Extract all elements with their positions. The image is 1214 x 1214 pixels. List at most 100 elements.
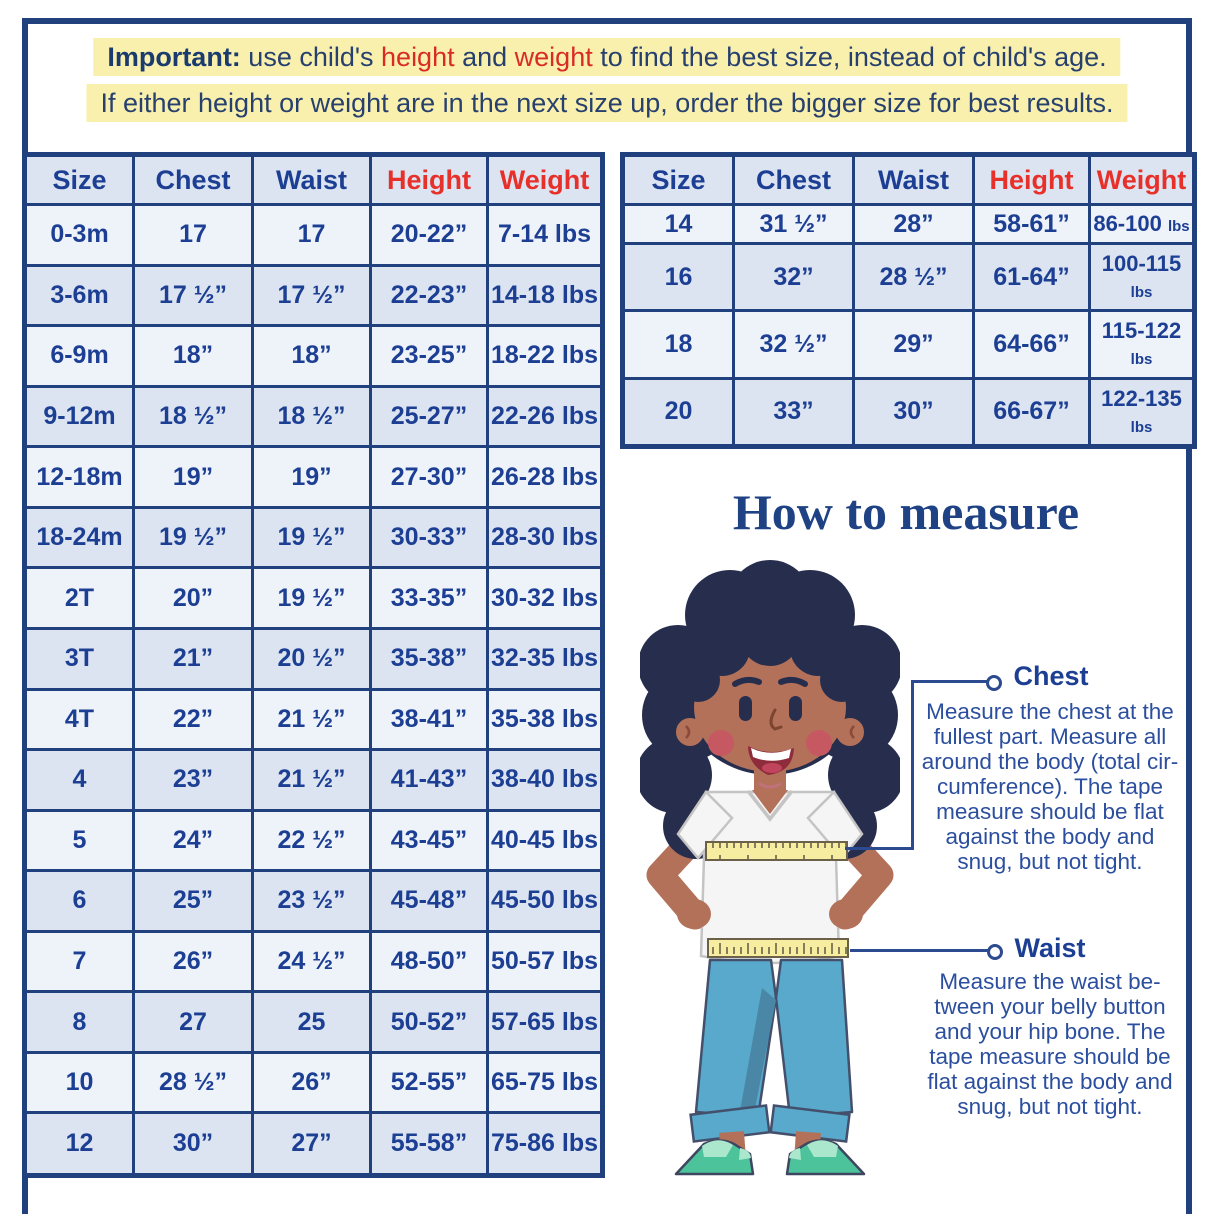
chest-cell: 28 ½” <box>132 1050 254 1115</box>
chest-cell: 30” <box>132 1111 254 1177</box>
weight-cell: 115-122 lbs <box>1088 309 1196 380</box>
height-cell: 33-35” <box>369 566 489 630</box>
chest-cell: 24” <box>132 808 254 873</box>
size-cell: 3-6m <box>23 263 135 328</box>
waist-cell: 21 ½” <box>251 687 372 752</box>
header-row: Size Chest Waist Height Weight <box>621 153 1196 206</box>
chest-cell: 31 ½” <box>732 202 855 246</box>
column-header-size: Size <box>621 153 735 206</box>
left-shoe <box>674 1139 755 1176</box>
weight-cell: 122-135 lbs <box>1088 376 1196 449</box>
chest-connector-line <box>845 847 913 850</box>
waist-cell: 17 <box>251 203 372 267</box>
chest-cell: 33” <box>732 376 855 449</box>
chest-cell: 21” <box>132 626 254 691</box>
size-cell: 0-3m <box>23 203 135 267</box>
size-row: 6-9m 18” 18” 23-25” 18-22 lbs <box>23 324 604 388</box>
height-cell: 52-55” <box>369 1050 489 1115</box>
size-cell: 9-12m <box>23 384 135 449</box>
size-cell: 20 <box>621 376 735 449</box>
waist-cell: 24 ½” <box>251 929 372 994</box>
chest-connector-line <box>911 680 988 683</box>
chest-instructions: Measure the chest at the fullest part. M… <box>921 699 1179 874</box>
size-cell: 12-18m <box>23 445 135 509</box>
right-shoe <box>785 1139 866 1176</box>
weight-unit: lbs <box>1130 418 1153 436</box>
waist-cell: 20 ½” <box>251 626 372 691</box>
waist-cell: 17 ½” <box>251 263 372 328</box>
important-notice-line-1: Important: use child's height and weight… <box>93 38 1121 76</box>
weight-cell: 28-30 lbs <box>486 505 604 570</box>
weight-cell: 45-50 lbs <box>486 869 604 933</box>
chest-cell: 18” <box>132 324 254 388</box>
chest-cell: 18 ½” <box>132 384 254 449</box>
chest-cell: 17 ½” <box>132 263 254 328</box>
chest-cell: 26” <box>132 929 254 994</box>
chest-cell: 32 ½” <box>732 309 855 380</box>
waist-cell: 18” <box>251 324 372 388</box>
chest-section-label: Chest <box>1013 661 1089 691</box>
column-header-size: Size <box>23 153 135 206</box>
size-chart-table-14-to-20: Size Chest Waist Height Weight 14 31 ½” 28” 58-… <box>620 152 1197 449</box>
weight-value: 122-135 <box>1101 385 1182 411</box>
column-header-weight: Weight <box>1088 153 1196 206</box>
size-cell: 8 <box>23 990 135 1054</box>
height-cell: 48-50” <box>369 929 489 994</box>
waist-connector-line <box>850 949 988 952</box>
height-cell: 41-43” <box>369 748 489 812</box>
size-cell: 10 <box>23 1050 135 1115</box>
size-row: 12-18m 19” 19” 27-30” 26-28 lbs <box>23 445 604 509</box>
size-row: 3-6m 17 ½” 17 ½” 22-23” 14-18 lbs <box>23 263 604 328</box>
chest-connector-line <box>911 682 914 850</box>
chest-cell: 19 ½” <box>132 505 254 570</box>
size-row: 10 28 ½” 26” 52-55” 65-75 lbs <box>23 1050 604 1115</box>
size-cell: 16 <box>621 242 735 313</box>
height-cell: 50-52” <box>369 990 489 1054</box>
chest-cell: 27 <box>132 990 254 1054</box>
waist-instructions: Measure the waist be- tween your belly b… <box>927 969 1173 1119</box>
height-cell: 38-41” <box>369 687 489 752</box>
weight-value: 100-115 <box>1101 251 1182 277</box>
size-row: 18 32 ½” 29” 64-66” 115-122 lbs <box>621 309 1196 380</box>
size-cell: 14 <box>621 202 735 246</box>
size-cell: 12 <box>23 1111 135 1177</box>
weight-emphasis: weight <box>514 42 593 72</box>
column-header-waist: Waist <box>852 153 975 206</box>
height-cell: 55-58” <box>369 1111 489 1177</box>
size-row: 8 27 25 50-52” 57-65 lbs <box>23 990 604 1054</box>
chest-cell: 19” <box>132 445 254 509</box>
column-header-chest: Chest <box>732 153 855 206</box>
chest-cell: 17 <box>132 203 254 267</box>
waist-cell: 28 ½” <box>852 242 975 313</box>
waist-cell: 19 ½” <box>251 566 372 630</box>
weight-cell: 7-14 lbs <box>486 203 604 267</box>
weight-value: 115-122 <box>1101 318 1182 344</box>
height-cell: 66-67” <box>972 376 1091 449</box>
waist-tape <box>707 937 849 958</box>
size-cell: 4T <box>23 687 135 752</box>
weight-cell: 86-100 lbs <box>1088 202 1196 246</box>
height-cell: 35-38” <box>369 626 489 691</box>
size-row: 0-3m 17 17 20-22” 7-14 lbs <box>23 203 604 267</box>
column-header-waist: Waist <box>251 153 372 206</box>
weight-cell: 75-86 lbs <box>486 1111 604 1177</box>
size-row: 20 33” 30” 66-67” 122-135 lbs <box>621 376 1196 449</box>
size-row: 5 24” 22 ½” 43-45” 40-45 lbs <box>23 808 604 873</box>
column-header-height: Height <box>972 153 1091 206</box>
height-cell: 61-64” <box>972 242 1091 313</box>
weight-cell: 35-38 lbs <box>486 687 604 752</box>
waist-cell: 26” <box>251 1050 372 1115</box>
highlighted-text: Important: use child's height and weight… <box>93 38 1121 76</box>
size-chart-table-infant-to-12: Size Chest Waist Height Weight 0-3m 17 17 20-22… <box>22 152 605 1178</box>
weight-cell: 65-75 lbs <box>486 1050 604 1115</box>
highlighted-text: If either height or weight are in the ne… <box>86 84 1128 122</box>
weight-cell: 26-28 lbs <box>486 445 604 509</box>
size-cell: 7 <box>23 929 135 994</box>
size-row: 18-24m 19 ½” 19 ½” 30-33” 28-30 lbs <box>23 505 604 570</box>
weight-unit: lbs <box>1167 218 1190 236</box>
column-header-chest: Chest <box>132 153 254 206</box>
size-cell: 6-9m <box>23 324 135 388</box>
weight-cell: 57-65 lbs <box>486 990 604 1054</box>
weight-value: 86-100 <box>1093 211 1162 237</box>
